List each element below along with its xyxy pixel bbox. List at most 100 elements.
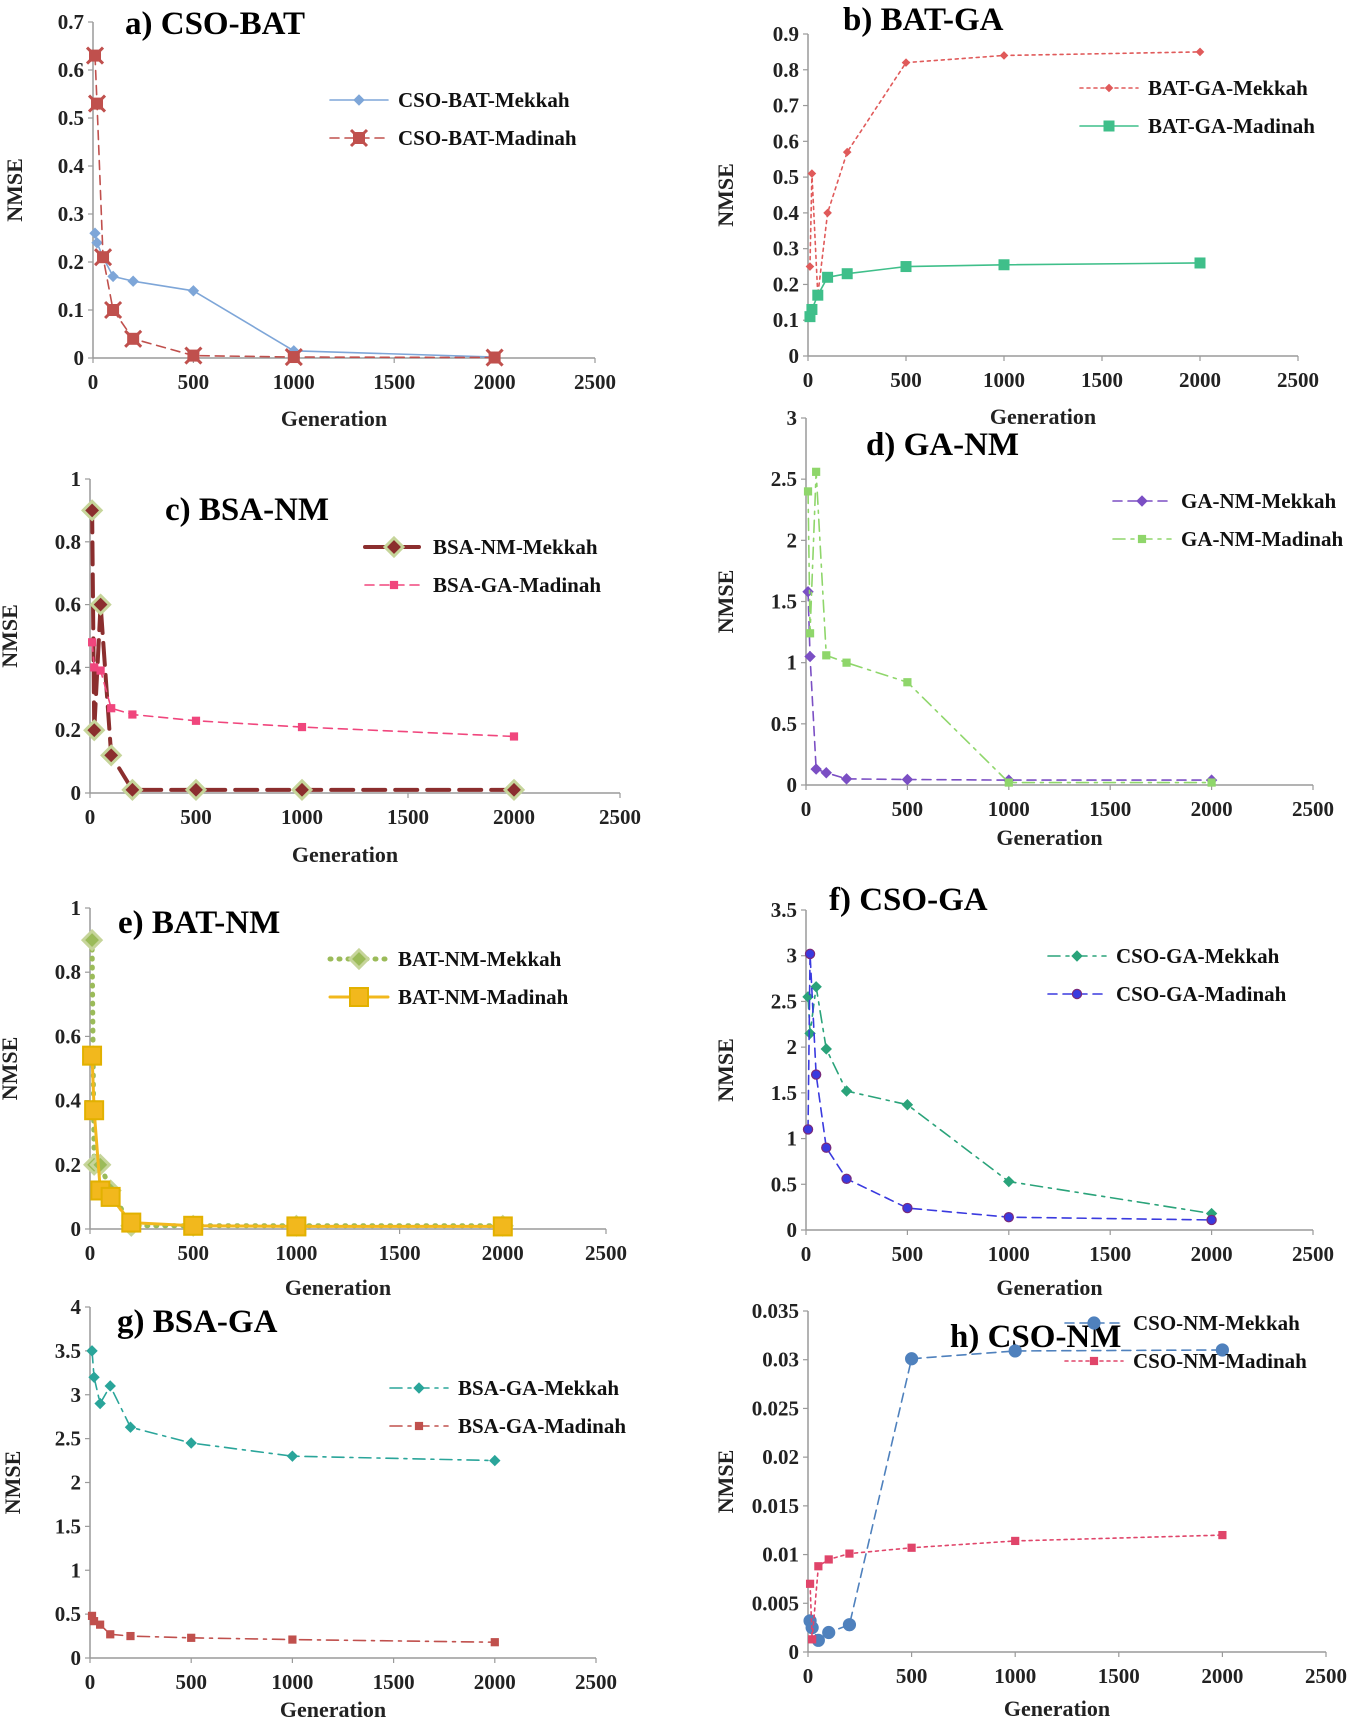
legend-marker [347, 947, 371, 971]
data-point [104, 300, 123, 320]
series-line [809, 262, 1201, 318]
data-point [822, 271, 834, 283]
data-point [492, 1216, 513, 1237]
series-bat-nm-mekkah [80, 928, 514, 1237]
legend-label: BSA-GA-Madinah [433, 573, 601, 597]
x-tick-label: 0 [803, 368, 814, 392]
series-cso-bat-mekkah [89, 227, 501, 363]
x-tick-label: 1000 [281, 805, 323, 829]
data-point [502, 778, 526, 801]
y-tick-label: 0.4 [55, 1089, 82, 1113]
x-tick-label: 2500 [575, 1670, 617, 1694]
data-point [822, 1625, 836, 1640]
y-tick-label: 0.6 [55, 1024, 81, 1048]
y-tick-label: 0.3 [58, 202, 84, 226]
x-tick-label: 0 [88, 370, 99, 394]
data-point [124, 329, 143, 348]
legend-label: CSO-NM-Madinah [1133, 1349, 1307, 1373]
series-bat-ga-madinah [804, 257, 1206, 323]
data-point [803, 487, 813, 496]
x-tick-label: 2500 [599, 805, 641, 829]
y-tick-label: 0.005 [752, 1591, 799, 1615]
data-point [121, 778, 144, 801]
data-point [806, 303, 818, 315]
y-axis-label: NMSE [713, 163, 738, 227]
x-axis-label: Generation [281, 406, 387, 431]
x-axis-label: Generation [1004, 1696, 1110, 1721]
y-tick-label: 0.015 [752, 1494, 799, 1518]
y-tick-label: 0.2 [773, 272, 799, 296]
y-tick-label: 2 [787, 528, 798, 552]
data-point [187, 1633, 196, 1642]
data-point [901, 1099, 914, 1111]
y-tick-label: 1.5 [771, 1081, 797, 1105]
x-tick-label: 1500 [379, 1241, 421, 1265]
marker-cross [284, 347, 303, 367]
y-tick-label: 0.2 [55, 718, 81, 742]
x-tick-label: 2000 [1201, 1664, 1243, 1688]
data-point [284, 347, 303, 367]
data-point [96, 666, 105, 675]
marker-cross [85, 46, 105, 65]
data-point [842, 1618, 857, 1632]
data-point [84, 1100, 105, 1121]
x-tick-label: 0 [85, 1241, 96, 1265]
y-tick-label: 0.6 [58, 58, 84, 82]
series-line [91, 1350, 496, 1462]
x-tick-label: 2000 [474, 1670, 516, 1694]
data-point [845, 1549, 854, 1558]
data-point [904, 1352, 919, 1366]
y-tick-label: 0 [74, 346, 85, 370]
data-point [1218, 1530, 1227, 1540]
data-point [191, 716, 201, 725]
y-tick-label: 3.5 [55, 1339, 81, 1363]
data-point [900, 261, 912, 273]
y-axis-label: NMSE [713, 1450, 738, 1514]
x-tick-label: 1500 [1081, 368, 1123, 392]
y-tick-label: 0.01 [762, 1543, 799, 1567]
y-tick-label: 0 [789, 344, 800, 368]
data-point [489, 1454, 501, 1467]
y-tick-label: 0.8 [55, 960, 81, 984]
marker-cross [124, 329, 143, 348]
x-tick-label: 1000 [275, 1241, 317, 1265]
series-line [807, 471, 1213, 784]
series-line [90, 508, 516, 792]
data-point [901, 58, 911, 67]
data-point [999, 51, 1009, 60]
data-point [810, 1069, 822, 1080]
x-tick-label: 0 [803, 1664, 814, 1688]
data-point [907, 1543, 916, 1552]
legend-marker [413, 1382, 425, 1394]
data-point [822, 651, 831, 660]
x-tick-label: 1000 [983, 368, 1025, 392]
y-tick-label: 0.5 [55, 1602, 81, 1626]
legend-label: BAT-NM-Madinah [398, 985, 569, 1009]
y-tick-label: 0 [71, 781, 82, 805]
x-tick-label: 2000 [474, 370, 516, 394]
x-tick-label: 2500 [1292, 1242, 1334, 1266]
y-tick-label: 0.02 [762, 1445, 799, 1469]
data-point [106, 1630, 115, 1639]
data-point [104, 1380, 116, 1392]
chart-title: c) BSA-NM [165, 492, 329, 528]
data-point [802, 586, 814, 598]
x-tick-label: 0 [85, 805, 96, 829]
y-axis-label: NMSE [713, 1038, 738, 1102]
legend-label: BAT-GA-Madinah [1148, 114, 1315, 138]
legend-marker [1104, 83, 1114, 93]
x-tick-label: 1500 [1089, 797, 1131, 821]
data-point [842, 147, 852, 157]
y-tick-label: 0.025 [752, 1396, 799, 1420]
data-point [187, 285, 200, 297]
x-tick-label: 1500 [373, 370, 415, 394]
y-tick-label: 3.5 [771, 898, 797, 922]
x-tick-label: 2000 [1191, 1242, 1233, 1266]
legend-marker [1071, 988, 1083, 1000]
chart-title: d) GA-NM [866, 427, 1019, 463]
series-ga-nm-madinah [803, 467, 1216, 787]
x-tick-label: 2000 [482, 1241, 524, 1265]
data-point [183, 1215, 204, 1236]
legend-marker [1087, 1316, 1101, 1330]
x-tick-label: 500 [892, 1242, 924, 1266]
